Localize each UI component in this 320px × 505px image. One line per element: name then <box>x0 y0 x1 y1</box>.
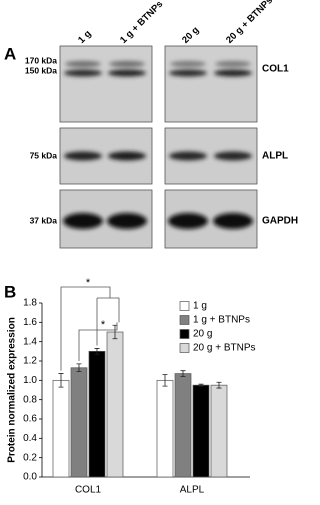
page: {"figure_a": {"panel_label": "A", "lanes… <box>4 0 299 496</box>
protein-label: GAPDH <box>262 216 298 227</box>
bar <box>156 379 174 478</box>
legend-swatch <box>179 315 190 325</box>
bar <box>174 373 192 478</box>
y-tick-label: 1.4 <box>23 336 37 347</box>
legend-swatch <box>179 329 190 339</box>
error-bar <box>198 383 204 387</box>
significance-mark: * <box>101 319 106 331</box>
bar <box>52 379 70 478</box>
significance-mark: * <box>86 277 91 289</box>
legend-swatch <box>179 343 190 353</box>
bar <box>70 367 88 478</box>
bar <box>106 331 124 478</box>
error-bar <box>76 363 82 373</box>
y-tick-label: 1.0 <box>23 375 37 386</box>
legend-swatch <box>179 301 190 311</box>
y-tick-label: 1.8 <box>23 298 37 309</box>
y-tick-label: 1.6 <box>23 317 37 328</box>
y-tick-label: 0.2 <box>23 452 37 463</box>
error-bar <box>216 381 222 389</box>
x-tick-label: COL1 <box>75 485 102 496</box>
y-tick-label: 0.0 <box>23 472 37 483</box>
lane-label: 20 g + BTNPs <box>224 0 275 46</box>
blots <box>59 45 258 249</box>
bar <box>192 384 210 478</box>
y-axis-title: Protein normalized expression <box>7 317 18 463</box>
significance-bracket <box>60 286 120 371</box>
y-tick-label: 1.2 <box>23 356 37 367</box>
protein-label: ALPL <box>262 151 288 162</box>
marker-label: 150 kDa <box>25 65 57 75</box>
error-bar <box>162 374 168 387</box>
significance-bracket <box>78 322 118 361</box>
lane-label: 1 g <box>76 28 94 46</box>
error-bar <box>180 370 186 377</box>
y-tick-label: 0.4 <box>23 433 37 444</box>
y-tick-label: 0.8 <box>23 394 37 405</box>
error-bar <box>58 373 64 388</box>
legend-label: 20 g + BTNPs <box>193 343 256 354</box>
marker-label: 170 kDa <box>25 55 57 65</box>
lane-label: 20 g <box>180 25 201 46</box>
bar <box>88 350 106 478</box>
error-bar <box>94 348 100 355</box>
lane-label: 1 g + BTNPs <box>118 0 165 46</box>
figure: A 170 kDa 150 kDa 75 kDa <box>4 0 298 496</box>
bar <box>210 384 228 478</box>
legend-label: 20 g <box>193 329 212 340</box>
x-tick-label: ALPL <box>180 485 205 496</box>
y-tick-label: 0.6 <box>23 414 37 425</box>
marker-label: 75 kDa <box>30 150 58 160</box>
marker-label: 37 kDa <box>30 215 58 225</box>
legend-label: 1 g + BTNPs <box>193 315 250 326</box>
protein-label: COL1 <box>262 64 289 75</box>
panel-label: A <box>4 44 16 63</box>
legend-label: 1 g <box>193 301 207 312</box>
panel-label: B <box>4 282 16 301</box>
